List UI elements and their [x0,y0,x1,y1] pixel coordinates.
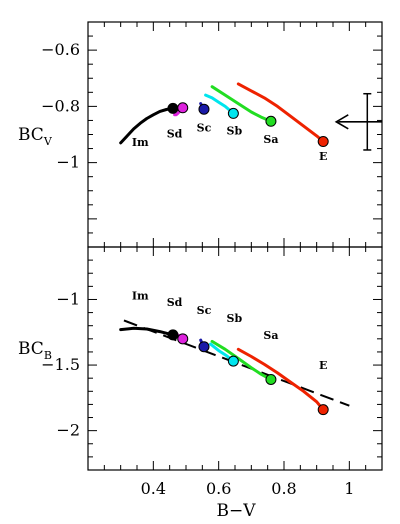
top-arrow-head [334,114,349,130]
bottom-series-marker [177,333,189,345]
bottom-series-marker [265,373,277,385]
bottom-type-label: Sb [227,312,243,325]
bottom-y-tick-label: −1 [56,289,80,308]
bottom-y-axis-title-main: BC [18,339,44,359]
bottom-series-curve [236,347,325,412]
top-y-tick-label: −0.8 [41,96,80,115]
bottom-type-label: Sd [167,296,183,309]
top-series-marker [227,107,239,119]
top-series-marker [177,102,189,114]
top-panel: −1 −0.8 −0.6 Im Sd Sc Sb Sa E [41,21,383,248]
bottom-y-tick-label: −2 [56,421,80,440]
top-series-marker [317,136,329,148]
top-y-axis-title-sub: V [43,135,53,148]
top-series-marker [265,115,277,127]
bottom-x-tick-label: 0.8 [271,479,296,498]
top-series-curve [236,82,325,143]
bottom-dashed-fit-line [123,319,350,407]
bottom-y-tick-label: −1.5 [41,355,80,374]
top-type-label: Sd [167,127,183,140]
bottom-series-curve [119,326,175,337]
top-series-marker [167,102,179,114]
top-series-marker [198,103,210,115]
bottom-y-axis-title-sub: B [44,349,52,362]
top-type-label: Im [132,136,149,149]
top-series-curve [204,93,235,115]
top-y-axis-title-main: BC [18,125,44,145]
bottom-series-marker [198,341,210,353]
bottom-x-tick-label: 0.4 [141,479,166,498]
top-y-axis-title: BCV [18,125,53,148]
top-type-label: Sc [197,122,212,135]
bottom-x-tick-label: 0.6 [206,479,231,498]
top-series-curve [210,85,273,123]
top-series-curve [119,106,175,145]
top-type-label: E [319,150,327,163]
bottom-panel: −2 −1.5 −1 0.4 0.6 0.8 1 Im Sd Sc Sb Sa E [41,246,383,498]
bottom-series-marker [167,329,179,341]
bottom-type-label: Im [132,289,149,302]
top-y-tick-label: −0.6 [41,40,80,59]
bottom-x-tick-label: 1 [344,479,354,498]
bottom-type-label: Sa [263,329,278,342]
top-y-tick-label: −1 [56,153,80,172]
bottom-series-marker [227,355,239,367]
bottom-series-curve [210,339,273,381]
top-type-label: Sa [263,133,278,146]
bottom-type-label: Sc [197,304,212,317]
bottom-type-label: E [319,359,327,372]
top-type-label: Sb [227,125,243,138]
x-axis-title: B−V [216,501,256,521]
bottom-y-axis-title: BCB [18,339,52,362]
bottom-series-marker [317,404,329,416]
